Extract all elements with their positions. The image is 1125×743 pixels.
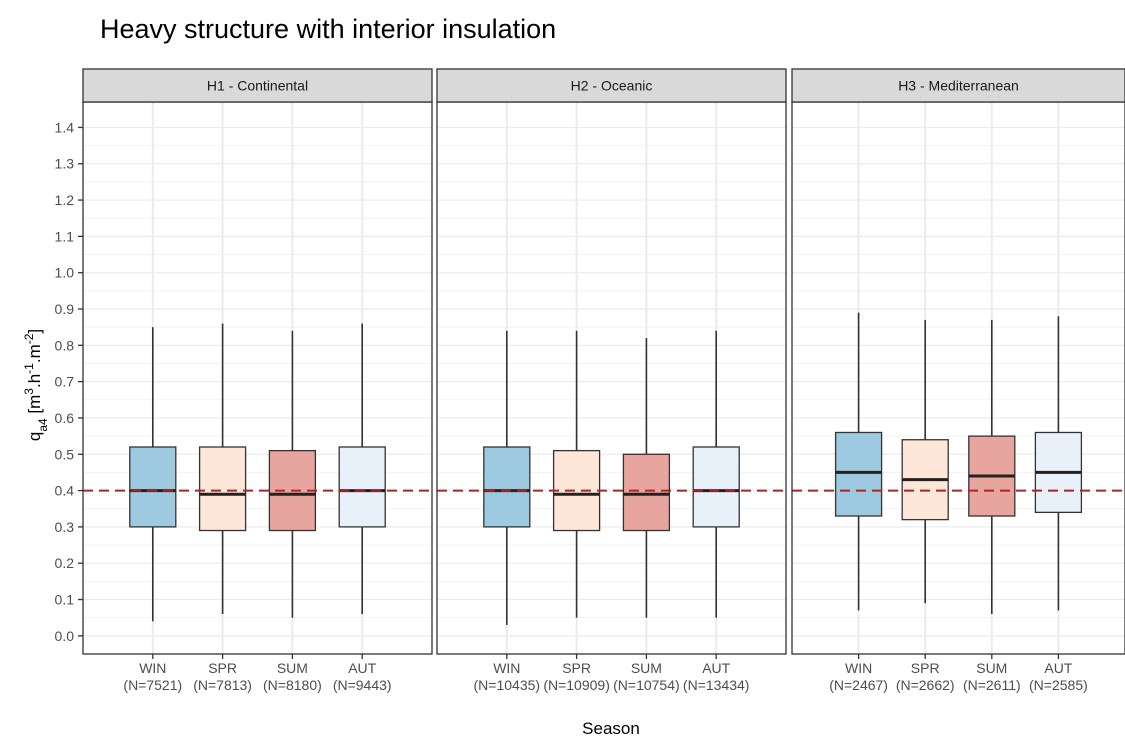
y-tick-label: 0.3 — [55, 519, 75, 535]
y-title-base: q — [25, 432, 44, 441]
x-tick-count: (N=10435) — [474, 677, 541, 693]
box-iqr — [129, 446, 177, 528]
x-tick-label: SUM — [277, 660, 308, 676]
y-tick-label: 0.8 — [55, 337, 75, 353]
y-tick-label: 0.2 — [55, 555, 75, 571]
x-tick-count: (N=2467) — [829, 677, 888, 693]
box-win — [483, 330, 531, 625]
box-iqr — [198, 446, 247, 532]
y-title-unit-close: ] — [25, 329, 44, 334]
facet-strip-label: H3 - Mediterranean — [898, 78, 1019, 94]
box-aut — [1034, 316, 1083, 611]
facet-strip-label: H2 - Oceanic — [571, 78, 653, 94]
x-tick-count: (N=10909) — [543, 677, 610, 693]
x-tick-label: WIN — [845, 660, 872, 676]
y-title-mid2: .m — [25, 344, 44, 363]
y-title-sub: a4 — [36, 418, 50, 432]
facet-panels: H1 - ContinentalWIN(N=7521)SPR(N=7813)SU… — [82, 68, 1125, 693]
box-spr — [552, 330, 601, 618]
y-tick-label: 1.1 — [55, 228, 75, 244]
panel-background — [83, 102, 432, 654]
facet-strip-label: H1 - Continental — [207, 78, 308, 94]
facet-panel: H2 - OceanicWIN(N=10435)SPR(N=10909)SUM(… — [436, 68, 787, 693]
x-tick-count: (N=8180) — [263, 677, 322, 693]
x-tick-count: (N=7521) — [123, 677, 182, 693]
x-axis-title: Season — [582, 719, 640, 738]
y-tick-label: 0.6 — [55, 410, 75, 426]
box-sum — [968, 319, 1016, 615]
chart-title: Heavy structure with interior insulation — [100, 14, 556, 44]
y-title-sup2: -1 — [22, 363, 36, 374]
y-tick-label: 0.0 — [55, 628, 75, 644]
box-aut — [692, 330, 740, 618]
y-tick-label: 0.4 — [55, 483, 75, 499]
x-tick-label: AUT — [702, 660, 730, 676]
y-title-sup3: -2 — [22, 333, 36, 344]
y-title-unit-open: [m — [25, 395, 44, 419]
y-tick-label: 1.4 — [55, 119, 75, 135]
y-title-sup1: 3 — [22, 388, 36, 395]
panel-background — [792, 102, 1125, 654]
box-sum — [622, 338, 671, 618]
box-iqr — [483, 446, 531, 528]
box-iqr — [692, 446, 740, 528]
x-tick-label: AUT — [348, 660, 376, 676]
y-tick-label: 1.2 — [55, 192, 75, 208]
x-tick-label: SUM — [976, 660, 1007, 676]
x-tick-label: AUT — [1044, 660, 1072, 676]
box-iqr — [338, 446, 386, 528]
x-tick-label: SPR — [562, 660, 591, 676]
y-axis-title: qa4 [m3.h-1.m-2] — [22, 329, 50, 441]
x-tick-count: (N=10754) — [613, 677, 680, 693]
y-tick-label: 0.1 — [55, 592, 75, 608]
y-title-mid1: .h — [25, 374, 44, 388]
facet-panel: H3 - Mediterranean WIN(N=2467) SPR(N=2662)… — [791, 68, 1125, 693]
x-tick-count: (N=7813) — [193, 677, 252, 693]
box-iqr — [834, 431, 883, 517]
x-tick-count: (N=13434) — [683, 677, 750, 693]
panel-background — [437, 102, 786, 654]
box-spr — [198, 323, 247, 615]
x-tick-count: (N=2585) — [1029, 677, 1088, 693]
x-tick-label: WIN — [493, 660, 520, 676]
x-tick-label: SPR — [911, 660, 940, 676]
y-tick-label: 0.5 — [55, 446, 75, 462]
x-tick-label: SPR — [208, 660, 237, 676]
x-tick-count: (N=9443) — [333, 677, 392, 693]
y-tick-label: 0.9 — [55, 301, 75, 317]
y-tick-label: 0.7 — [55, 374, 75, 390]
facet-strip — [82, 68, 433, 103]
x-tick-label: WIN — [139, 660, 166, 676]
x-tick-count: (N=2662) — [896, 677, 955, 693]
box-win — [834, 312, 883, 611]
y-tick-label: 1.3 — [55, 156, 75, 172]
x-tick-label: SUM — [631, 660, 662, 676]
svg-text:qa4 [m3.h-1.m-2]: qa4 [m3.h-1.m-2] — [22, 329, 50, 441]
y-tick-label: 1.0 — [55, 265, 75, 281]
box-aut — [338, 323, 386, 615]
box-iqr — [622, 453, 671, 532]
facet-strip — [791, 68, 1125, 103]
y-axis: 0.0 0.1 0.2 0.3 0.4 0.5 0.6 0.7 0.8 0.9 1.0 1.1 1.2 1… — [55, 119, 83, 644]
x-tick-count: (N=2611) — [963, 677, 1021, 693]
box-spr — [901, 319, 949, 604]
box-iqr — [552, 449, 601, 532]
facet-strip — [436, 68, 787, 103]
facet-panel: H1 - Continental WIN(N=7521) SPR(N=7813) SU… — [82, 68, 433, 693]
